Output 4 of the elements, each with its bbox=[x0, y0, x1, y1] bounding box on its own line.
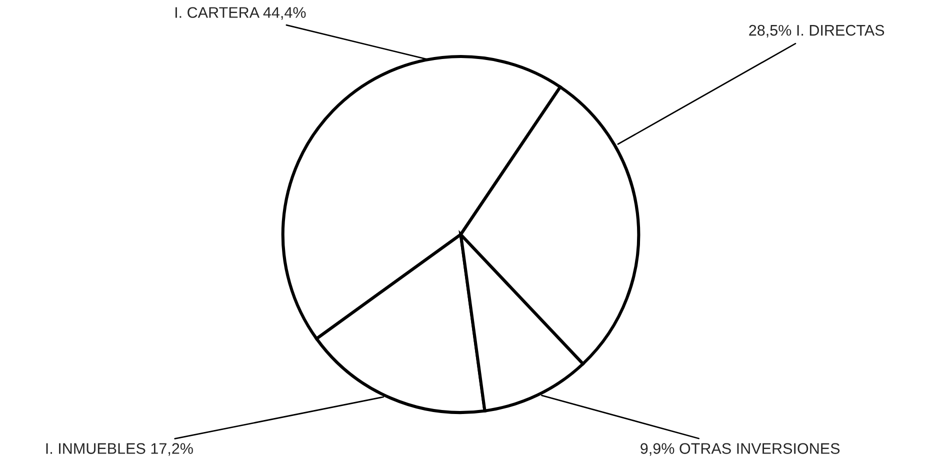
slice-label: I. CARTERA 44,4% bbox=[175, 7, 306, 20]
slice-label: 28,5% I. DIRECTAS bbox=[749, 24, 884, 38]
slice-label: 9,9% OTRAS INVERSIONES bbox=[640, 443, 840, 456]
slice-label: I. INMUEBLES 17,2% bbox=[46, 443, 193, 456]
